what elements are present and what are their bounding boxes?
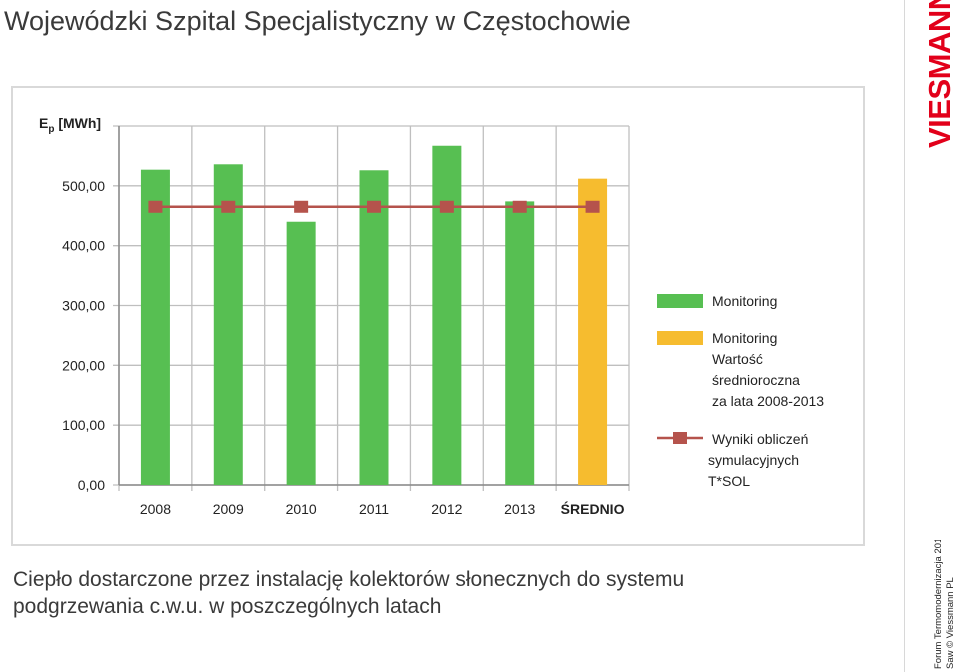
y-tick-label: 100,00: [62, 417, 105, 433]
x-tick-label: 2008: [140, 501, 171, 517]
simulation-marker: [512, 200, 527, 213]
x-tick-label: 2011: [359, 501, 389, 517]
x-tick-label: 2012: [431, 501, 462, 517]
x-tick-label: 2009: [213, 501, 244, 517]
caption-line-1: Ciepło dostarczone przez instalację kole…: [13, 568, 685, 591]
legend-swatch-monitoring: [657, 294, 703, 308]
legend-label-simulation: symulacyjnych: [708, 452, 799, 468]
legend-label-average: Wartość: [712, 351, 763, 367]
simulation-marker: [439, 200, 454, 213]
y-tick-label: 500,00: [62, 178, 105, 194]
simulation-marker: [148, 200, 163, 213]
viessmann-logo: VIESMANN: [922, 0, 957, 148]
right-divider: [904, 0, 905, 672]
footer-side: Forum Termomodernizacja 2016 Saw © Viess…: [933, 540, 956, 669]
logo-text: VIESMANN: [922, 0, 957, 148]
legend-swatch-average: [657, 331, 703, 345]
bar: [140, 169, 170, 485]
legend-label-simulation: Wyniki obliczeń: [712, 431, 808, 447]
bar: [578, 178, 608, 486]
y-tick-label: 0,00: [78, 477, 105, 493]
y-tick-label: 400,00: [62, 238, 105, 254]
bar: [505, 201, 535, 485]
simulation-marker: [585, 200, 600, 213]
legend-label-simulation: T*SOL: [708, 473, 750, 489]
caption-line-2: podgrzewania c.w.u. w poszczególnych lat…: [13, 595, 442, 618]
x-tick-label: ŚREDNIO: [561, 500, 625, 517]
bar: [286, 221, 316, 485]
legend-label-monitoring: Monitoring: [712, 293, 777, 309]
chart-frame: 0,00 100,00 200,00 300,00 400,00 500,00 Ep [MW…: [11, 86, 865, 546]
legend-label-average: za lata 2008-2013: [712, 393, 824, 409]
footer-event: Forum Termomodernizacja 2016: [933, 540, 944, 669]
bar: [432, 145, 462, 485]
simulation-marker: [367, 200, 381, 213]
x-tick-label: 2013: [504, 501, 535, 517]
slide-title: Wojewódzki Szpital Specjalistyczny w Czę…: [4, 6, 631, 36]
legend-label-average: Monitoring: [712, 330, 777, 346]
simulation-marker: [294, 200, 309, 213]
y-tick-label: 200,00: [62, 357, 105, 373]
y-axis-label: Ep [MWh]: [39, 115, 101, 135]
y-tick-label: 300,00: [62, 298, 105, 314]
legend-label-average: średnioroczna: [712, 372, 800, 388]
chart: 0,00 100,00 200,00 300,00 400,00 500,00 Ep [MW…: [39, 115, 824, 517]
x-tick-label: 2010: [286, 501, 317, 517]
simulation-marker: [221, 200, 236, 213]
footer-copyright: Saw © Viessmann PL: [945, 577, 956, 669]
bar: [213, 164, 243, 485]
slide-caption: Ciepło dostarczone przez instalację kole…: [13, 566, 893, 620]
legend-marker-simulation: [673, 432, 687, 444]
bar: [359, 170, 389, 485]
